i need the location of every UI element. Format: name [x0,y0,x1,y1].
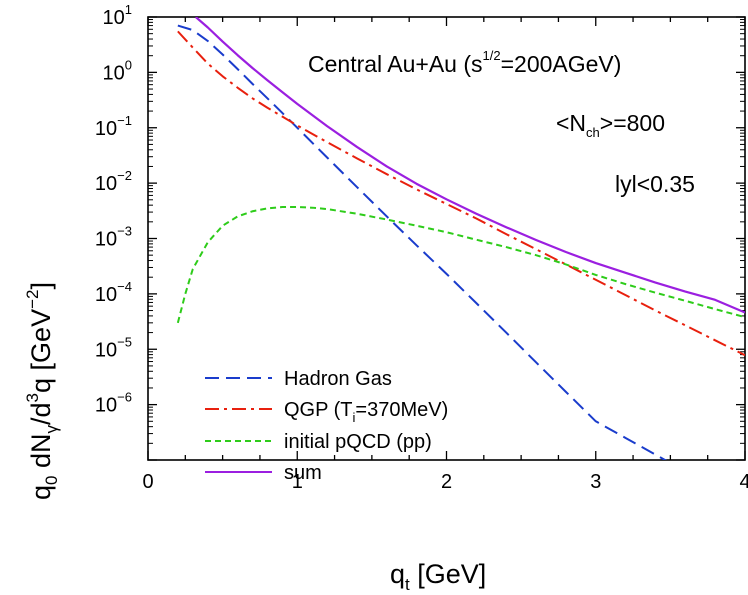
y-tick-label: 101 [103,2,132,29]
y-tick-label: 10−4 [95,279,132,306]
plot-frame [147,16,746,461]
y-tick-label: 10−2 [95,168,132,195]
y-axis-title: q0 dNγ/d3q [GeV−2] [23,282,61,500]
series-line-sum [195,17,745,314]
y-tick-label: 10−1 [95,113,132,140]
series-line-initial-pqcd-pp [176,206,745,324]
x-tick-labels: 0 1 2 3 4 [142,471,748,493]
axis-ticks [147,16,746,461]
y-tick-label: 10−6 [95,390,132,417]
series-line-hadron-gas [177,24,667,460]
series-line-qgp [177,30,745,357]
legend-label-initial-pqcd: initial pQCD (pp) [284,431,432,453]
legend-label-hadron-gas: Hadron Gas [284,368,392,390]
legend-label-qgp: QGP (Ti=370MeV) [284,399,448,425]
x-axis-title: qt [GeV] [390,559,486,594]
y-tick-label: 10−5 [95,334,132,361]
chart-annotation-rapidity: lyl<0.35 [615,171,695,197]
y-tick-label: 100 [103,57,132,84]
series-lines [176,17,745,460]
y-tick-label: 10−3 [95,224,132,251]
x-tick-label: 4 [739,471,748,493]
y-tick-labels: 101 100 10−1 10−2 10−3 10−4 10−5 10−6 [95,2,132,417]
x-tick-label: 3 [590,471,601,493]
chart-annotation-nch: <Nch>=800 [556,110,665,140]
legend-label-sum: sum [284,462,322,484]
legend: Hadron Gas QGP (Ti=370MeV) initial pQCD … [205,368,448,484]
x-tick-label: 0 [142,471,153,493]
x-tick-label: 2 [441,471,452,493]
x-tick-label: 1 [292,471,303,493]
chart-annotation-title: Central Au+Au (s1/2=200AGeV) [308,48,621,77]
